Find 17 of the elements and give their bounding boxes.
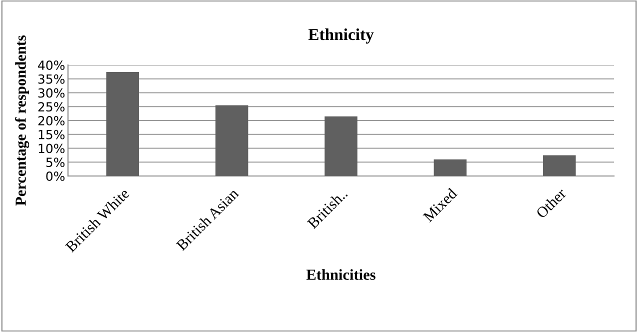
- y-tick-label: 10%: [38, 144, 65, 154]
- y-tick-label: 40%: [38, 60, 65, 70]
- y-tick-label: 5%: [46, 158, 65, 168]
- y-tick-label: 0%: [46, 171, 65, 181]
- bar: [434, 159, 467, 176]
- y-tick-label: 15%: [38, 130, 65, 140]
- y-axis-title: Percentage of respondents: [14, 35, 30, 206]
- y-tick-label: 35%: [38, 74, 65, 84]
- bar: [106, 72, 139, 176]
- bar: [215, 105, 248, 176]
- x-axis-title: Ethnicities: [306, 269, 376, 280]
- y-tick-label: 25%: [38, 102, 65, 112]
- bar: [543, 155, 576, 176]
- chart-title: Ethnicity: [308, 28, 374, 44]
- y-tick-label: 20%: [38, 116, 65, 126]
- bar: [324, 116, 358, 176]
- y-tick-label: 30%: [38, 88, 65, 98]
